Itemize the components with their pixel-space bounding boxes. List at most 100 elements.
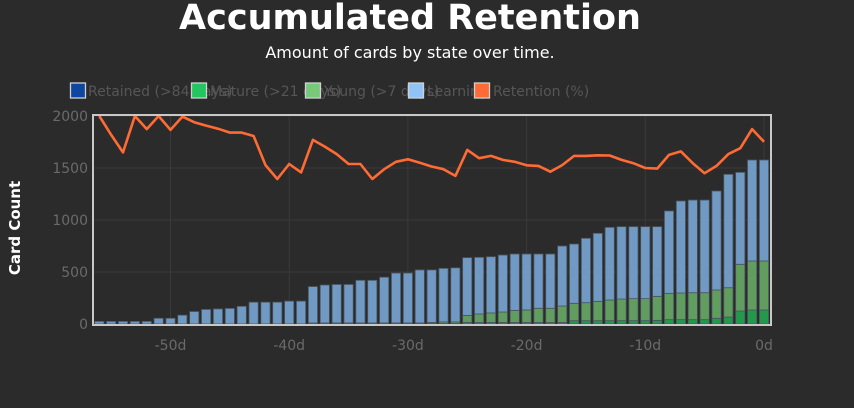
bar-mature bbox=[687, 319, 698, 325]
bar-learning bbox=[616, 226, 627, 300]
x-tick-label: -30d bbox=[392, 338, 424, 354]
legend-item-learning: Learning bbox=[407, 82, 488, 100]
bar-young bbox=[711, 289, 722, 319]
x-tick-label: -10d bbox=[629, 338, 661, 354]
y-tick-label: 1000 bbox=[52, 213, 88, 229]
bar-young bbox=[533, 307, 544, 323]
bar-learning bbox=[664, 210, 675, 294]
bar-learning bbox=[628, 226, 639, 300]
bar-learning bbox=[652, 226, 663, 297]
legend-swatch bbox=[407, 82, 425, 99]
bar-mature bbox=[640, 320, 651, 325]
bar-learning bbox=[402, 272, 413, 324]
bar-learning bbox=[438, 267, 449, 323]
bar-learning bbox=[509, 253, 520, 311]
bar-mature bbox=[592, 320, 603, 325]
bar-mature bbox=[616, 320, 627, 325]
bar-learning bbox=[153, 317, 164, 325]
bar-learning bbox=[485, 256, 496, 314]
bar-learning bbox=[450, 267, 461, 323]
bars bbox=[94, 159, 770, 325]
bar-learning bbox=[118, 320, 129, 325]
bar-mature bbox=[652, 319, 663, 325]
bar-mature bbox=[711, 317, 722, 325]
bar-young bbox=[735, 263, 746, 312]
bar-young bbox=[759, 260, 770, 311]
bar-learning bbox=[319, 284, 330, 324]
bar-learning bbox=[165, 317, 176, 325]
bar-learning bbox=[307, 286, 318, 324]
bar-learning bbox=[474, 256, 485, 315]
bar-young bbox=[474, 313, 485, 323]
bar-learning bbox=[426, 269, 437, 323]
bar-learning bbox=[367, 279, 378, 324]
x-tick-label: -20d bbox=[511, 338, 543, 354]
bar-learning bbox=[699, 199, 710, 294]
bar-mature bbox=[628, 320, 639, 325]
bar-young bbox=[675, 292, 686, 321]
bar-learning bbox=[201, 309, 212, 325]
bar-young bbox=[628, 298, 639, 322]
bar-learning bbox=[177, 314, 188, 325]
bar-learning bbox=[675, 200, 686, 294]
bar-learning bbox=[391, 272, 402, 324]
bar-learning bbox=[129, 320, 140, 325]
bar-young bbox=[664, 292, 675, 321]
bar-young bbox=[592, 300, 603, 322]
legend-label: Retention (%) bbox=[493, 84, 589, 100]
bar-learning bbox=[296, 300, 307, 325]
bar-young bbox=[580, 302, 591, 322]
bar-learning bbox=[141, 320, 152, 325]
bar-mature bbox=[699, 319, 710, 325]
bar-young bbox=[652, 295, 663, 321]
bar-learning bbox=[236, 305, 247, 325]
bar-learning bbox=[592, 232, 603, 302]
legend-item-retention: Retention (%) bbox=[473, 82, 589, 100]
bar-learning bbox=[747, 159, 758, 262]
axes: 0 500 1000 1500 2000 -50d -40d -30d -20d -10d 0d bbox=[52, 109, 773, 354]
bar-young bbox=[462, 314, 473, 323]
bar-young bbox=[509, 309, 520, 323]
bar-young bbox=[604, 299, 615, 322]
bar-learning bbox=[414, 269, 425, 324]
y-axis-label: Card Count bbox=[6, 181, 24, 275]
bar-learning bbox=[379, 276, 390, 324]
bar-young bbox=[616, 298, 627, 322]
bar-learning bbox=[545, 253, 556, 309]
retention-line bbox=[98, 114, 765, 181]
retention-line-layer bbox=[98, 114, 765, 181]
bar-mature bbox=[604, 320, 615, 325]
bar-young bbox=[640, 298, 651, 322]
bar-mature bbox=[569, 320, 580, 325]
bar-learning bbox=[723, 173, 734, 289]
x-tick-label: -40d bbox=[273, 338, 305, 354]
bar-learning bbox=[212, 308, 223, 325]
bar-learning bbox=[224, 307, 235, 325]
bar-learning bbox=[106, 320, 117, 325]
bar-young bbox=[569, 302, 580, 322]
bar-learning bbox=[687, 199, 698, 294]
plot-border bbox=[92, 114, 772, 326]
legend: Retained (>84 days)Mature (>21 days)Youn… bbox=[69, 82, 589, 100]
legend-swatch bbox=[190, 82, 208, 99]
bar-learning bbox=[272, 301, 283, 325]
bar-learning bbox=[557, 245, 568, 307]
y-tick-label: 2000 bbox=[52, 109, 88, 125]
chart-title: Accumulated Retention bbox=[179, 0, 641, 38]
bar-learning bbox=[533, 253, 544, 309]
bar-mature bbox=[735, 310, 746, 325]
bar-young bbox=[497, 311, 508, 323]
bar-learning bbox=[284, 300, 295, 325]
y-tick-label: 1500 bbox=[52, 161, 88, 177]
legend-label: Learning bbox=[427, 84, 488, 100]
bar-learning bbox=[94, 320, 105, 325]
y-tick-label: 500 bbox=[61, 265, 88, 281]
bar-learning bbox=[580, 237, 591, 304]
bar-learning bbox=[521, 253, 532, 311]
bar-learning bbox=[711, 190, 722, 291]
bar-young bbox=[557, 305, 568, 323]
bar-learning bbox=[640, 226, 651, 300]
bar-learning bbox=[189, 311, 200, 325]
bar-learning bbox=[462, 257, 473, 316]
